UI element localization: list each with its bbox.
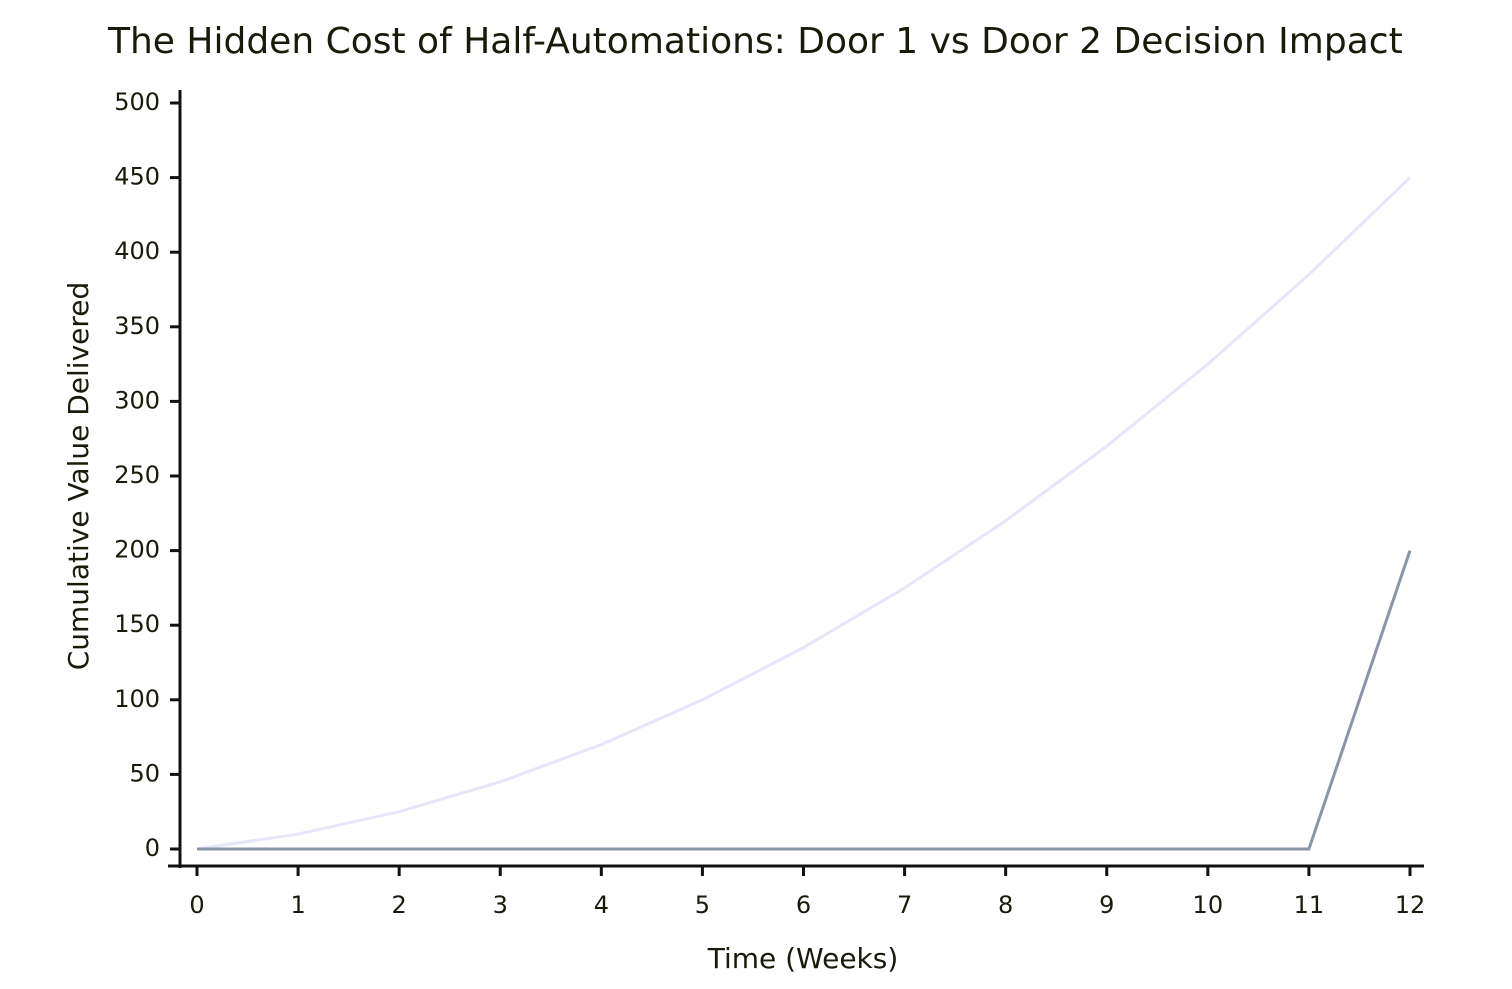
y-tick-label: 100 [114,685,160,713]
x-tick-label: 6 [796,891,811,919]
x-axis-label: Time (Weeks) [707,942,899,975]
y-tick-label: 400 [114,237,160,265]
x-tick-label: 0 [189,891,204,919]
y-tick-label: 200 [114,536,160,564]
x-tick-label: 3 [493,891,508,919]
y-tick-label: 450 [114,163,160,191]
y-tick-label: 150 [114,610,160,638]
chart-title: The Hidden Cost of Half-Automations: Doo… [107,21,1403,62]
x-tick-label: 9 [1099,891,1114,919]
y-tick-label: 50 [129,759,160,787]
x-tick-label: 1 [290,891,305,919]
x-tick-label: 4 [594,891,609,919]
y-tick-label: 500 [114,88,160,116]
series-line [196,176,1412,851]
y-tick-label: 0 [145,834,160,862]
y-tick-label: 350 [114,312,160,340]
x-tick-label: 7 [897,891,912,919]
y-axis-label: Cumulative Value Delivered [62,282,95,671]
x-tick-label: 2 [392,891,407,919]
x-tick-label: 8 [998,891,1013,919]
x-tick-label: 5 [695,891,710,919]
x-tick-label: 11 [1294,891,1325,919]
y-tick-label: 250 [114,461,160,489]
x-tick-label: 12 [1395,891,1426,919]
x-tick-label: 10 [1193,891,1224,919]
series-line [197,550,1412,851]
y-tick-label: 300 [114,386,160,414]
